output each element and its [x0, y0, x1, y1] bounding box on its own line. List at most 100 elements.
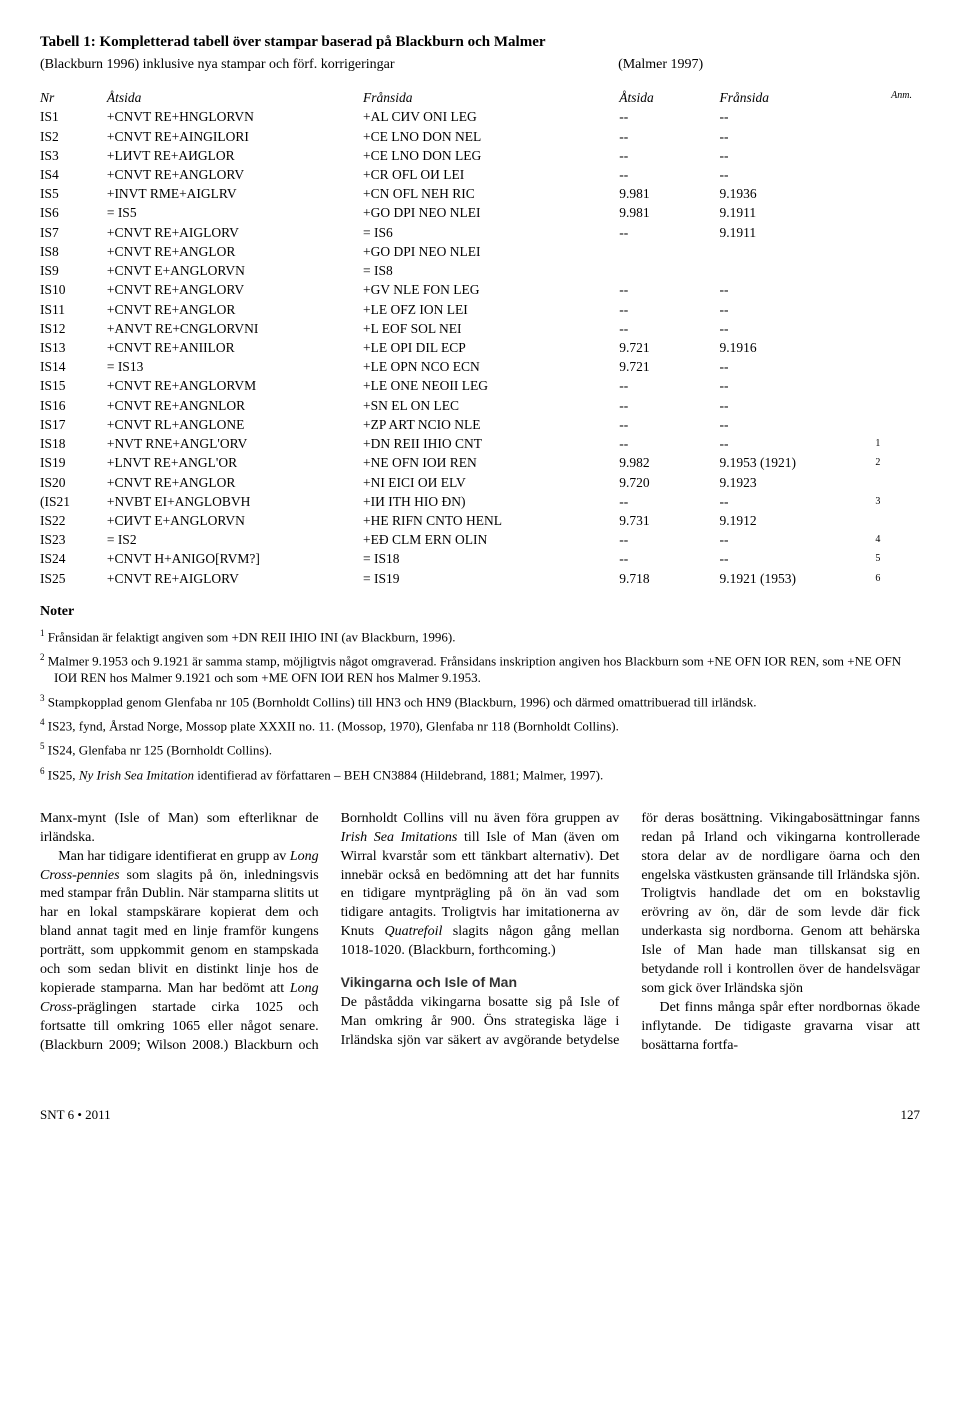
cell-rev: +AL CИV ONI LEG: [363, 108, 619, 127]
cell-nr: IS25: [40, 570, 107, 589]
table-row: IS12+ANVT RE+CNGLORVNI+L EOF SOL NEI----: [40, 320, 920, 339]
cell-anm: [875, 397, 920, 416]
cell-a: --: [619, 531, 719, 550]
cell-a: --: [619, 377, 719, 396]
cell-a: --: [619, 397, 719, 416]
table-row: IS20+CNVT RE+ANGLOR+NI EICI OИ ELV9.7209…: [40, 474, 920, 493]
cell-a: 9.981: [619, 204, 719, 223]
cell-nr: IS9: [40, 262, 107, 281]
cell-a: --: [619, 301, 719, 320]
cell-a: 9.720: [619, 474, 719, 493]
cell-nr: IS20: [40, 474, 107, 493]
cell-f: 9.1921 (1953): [719, 570, 875, 589]
note-4: 4 IS23, fynd, Årstad Norge, Mossop plate…: [40, 717, 920, 735]
cell-a: --: [619, 224, 719, 243]
cell-nr: IS22: [40, 512, 107, 531]
cell-anm: 4: [875, 531, 920, 550]
cell-anm: [875, 243, 920, 262]
cell-a: 9.982: [619, 454, 719, 473]
cell-f: --: [719, 128, 875, 147]
para-6: Det finns många spår efter nordbornas ök…: [641, 999, 920, 1056]
cell-obv: +CNVT RE+HNGLORVN: [107, 108, 363, 127]
cell-obv: +CИVT E+ANGLORVN: [107, 512, 363, 531]
cell-obv: +CNVT RE+ANGLORVM: [107, 377, 363, 396]
cell-obv: +ANVT RE+CNGLORVNI: [107, 320, 363, 339]
col-rev: Frånsida: [363, 89, 619, 108]
cell-nr: IS24: [40, 550, 107, 569]
table-row: IS13+CNVT RE+ANIILOR+LE OPI DIL ECP9.721…: [40, 339, 920, 358]
table-row: IS2+CNVT RE+AINGILORI+CE LNO DON NEL----: [40, 128, 920, 147]
cell-nr: IS3: [40, 147, 107, 166]
table-row: IS18+NVT RNE+ANGL'ORV+DN REII IHIO CNT--…: [40, 435, 920, 454]
cell-rev: +ZP ART NCIO NLE: [363, 416, 619, 435]
cell-rev: +LE OFZ ION LEI: [363, 301, 619, 320]
cell-f: 9.1912: [719, 512, 875, 531]
cell-f: --: [719, 435, 875, 454]
cell-rev: +GV NLE FON LEG: [363, 281, 619, 300]
cell-anm: 3: [875, 493, 920, 512]
cell-anm: 2: [875, 454, 920, 473]
cell-nr: IS12: [40, 320, 107, 339]
table-row: IS24+CNVT H+ANIGO[RVM?]= IS18----5: [40, 550, 920, 569]
cell-obv: +CNVT RE+ANGLOR: [107, 474, 363, 493]
cell-nr: IS5: [40, 185, 107, 204]
cell-anm: [875, 224, 920, 243]
cell-a: [619, 243, 719, 262]
section-heading-vikings: Vikingarna och Isle of Man: [341, 973, 620, 992]
cell-nr: IS10: [40, 281, 107, 300]
cell-obv: +CNVT RE+AINGILORI: [107, 128, 363, 147]
stamp-table: Nr Åtsida Frånsida Åtsida Frånsida Anm. …: [40, 89, 920, 589]
cell-rev: = IS18: [363, 550, 619, 569]
cell-f: --: [719, 320, 875, 339]
table-row: IS15+CNVT RE+ANGLORVM+LE ONE NEOII LEG--…: [40, 377, 920, 396]
footer-right: 127: [901, 1106, 921, 1124]
table-row: IS10+CNVT RE+ANGLORV+GV NLE FON LEG----: [40, 281, 920, 300]
cell-a: --: [619, 281, 719, 300]
note-1: 1 Frånsidan är felaktigt angiven som +DN…: [40, 628, 920, 646]
table-row: IS1+CNVT RE+HNGLORVN+AL CИV ONI LEG----: [40, 108, 920, 127]
cell-f: 9.1911: [719, 224, 875, 243]
cell-rev: +GO DPI NEO NLEI: [363, 204, 619, 223]
cell-nr: IS1: [40, 108, 107, 127]
table-row: IS23= IS2+EĐ CLM ERN OLIN----4: [40, 531, 920, 550]
cell-rev: +IИ ITH HIO ĐN): [363, 493, 619, 512]
cell-rev: +SN EL ON LEC: [363, 397, 619, 416]
cell-rev: +DN REII IHIO CNT: [363, 435, 619, 454]
cell-f: --: [719, 281, 875, 300]
cell-rev: +CN OFL NEH RIC: [363, 185, 619, 204]
cell-obv: +LNVT RE+ANGL'OR: [107, 454, 363, 473]
cell-anm: [875, 108, 920, 127]
table-row: IS19+LNVT RE+ANGL'OR+NE OFN IOИ REN9.982…: [40, 454, 920, 473]
cell-obv: +NVT RNE+ANGL'ORV: [107, 435, 363, 454]
cell-f: 9.1936: [719, 185, 875, 204]
table-row: IS17+CNVT RL+ANGLONE+ZP ART NCIO NLE----: [40, 416, 920, 435]
cell-a: --: [619, 435, 719, 454]
table-row: IS4+CNVT RE+ANGLORV+CR OFL OИ LEI----: [40, 166, 920, 185]
cell-anm: [875, 474, 920, 493]
cell-a: --: [619, 166, 719, 185]
cell-nr: IS14: [40, 358, 107, 377]
table-row: IS11+CNVT RE+ANGLOR+LE OFZ ION LEI----: [40, 301, 920, 320]
table-header-row: Nr Åtsida Frånsida Åtsida Frånsida Anm.: [40, 89, 920, 108]
cell-nr: (IS21: [40, 493, 107, 512]
cell-anm: 1: [875, 435, 920, 454]
cell-rev: +NE OFN IOИ REN: [363, 454, 619, 473]
cell-f: 9.1953 (1921): [719, 454, 875, 473]
cell-obv: +CNVT RE+ANGLOR: [107, 243, 363, 262]
cell-f: --: [719, 108, 875, 127]
table-row: IS9+CNVT E+ANGLORVN= IS8: [40, 262, 920, 281]
cell-f: --: [719, 358, 875, 377]
cell-f: --: [719, 147, 875, 166]
cell-f: 9.1923: [719, 474, 875, 493]
note-3: 3 Stampkopplad genom Glenfaba nr 105 (Bo…: [40, 693, 920, 711]
table-row: IS8+CNVT RE+ANGLOR+GO DPI NEO NLEI: [40, 243, 920, 262]
cell-nr: IS11: [40, 301, 107, 320]
table-row: IS3+LИVT RE+AИGLOR+CE LNO DON LEG----: [40, 147, 920, 166]
cell-rev: +LE OPN NCO ECN: [363, 358, 619, 377]
cell-f: --: [719, 531, 875, 550]
cell-anm: [875, 166, 920, 185]
cell-obv: +CNVT H+ANIGO[RVM?]: [107, 550, 363, 569]
col-nr: Nr: [40, 89, 107, 108]
note-5: 5 IS24, Glenfaba nr 125 (Bornholdt Colli…: [40, 741, 920, 759]
cell-a: --: [619, 147, 719, 166]
